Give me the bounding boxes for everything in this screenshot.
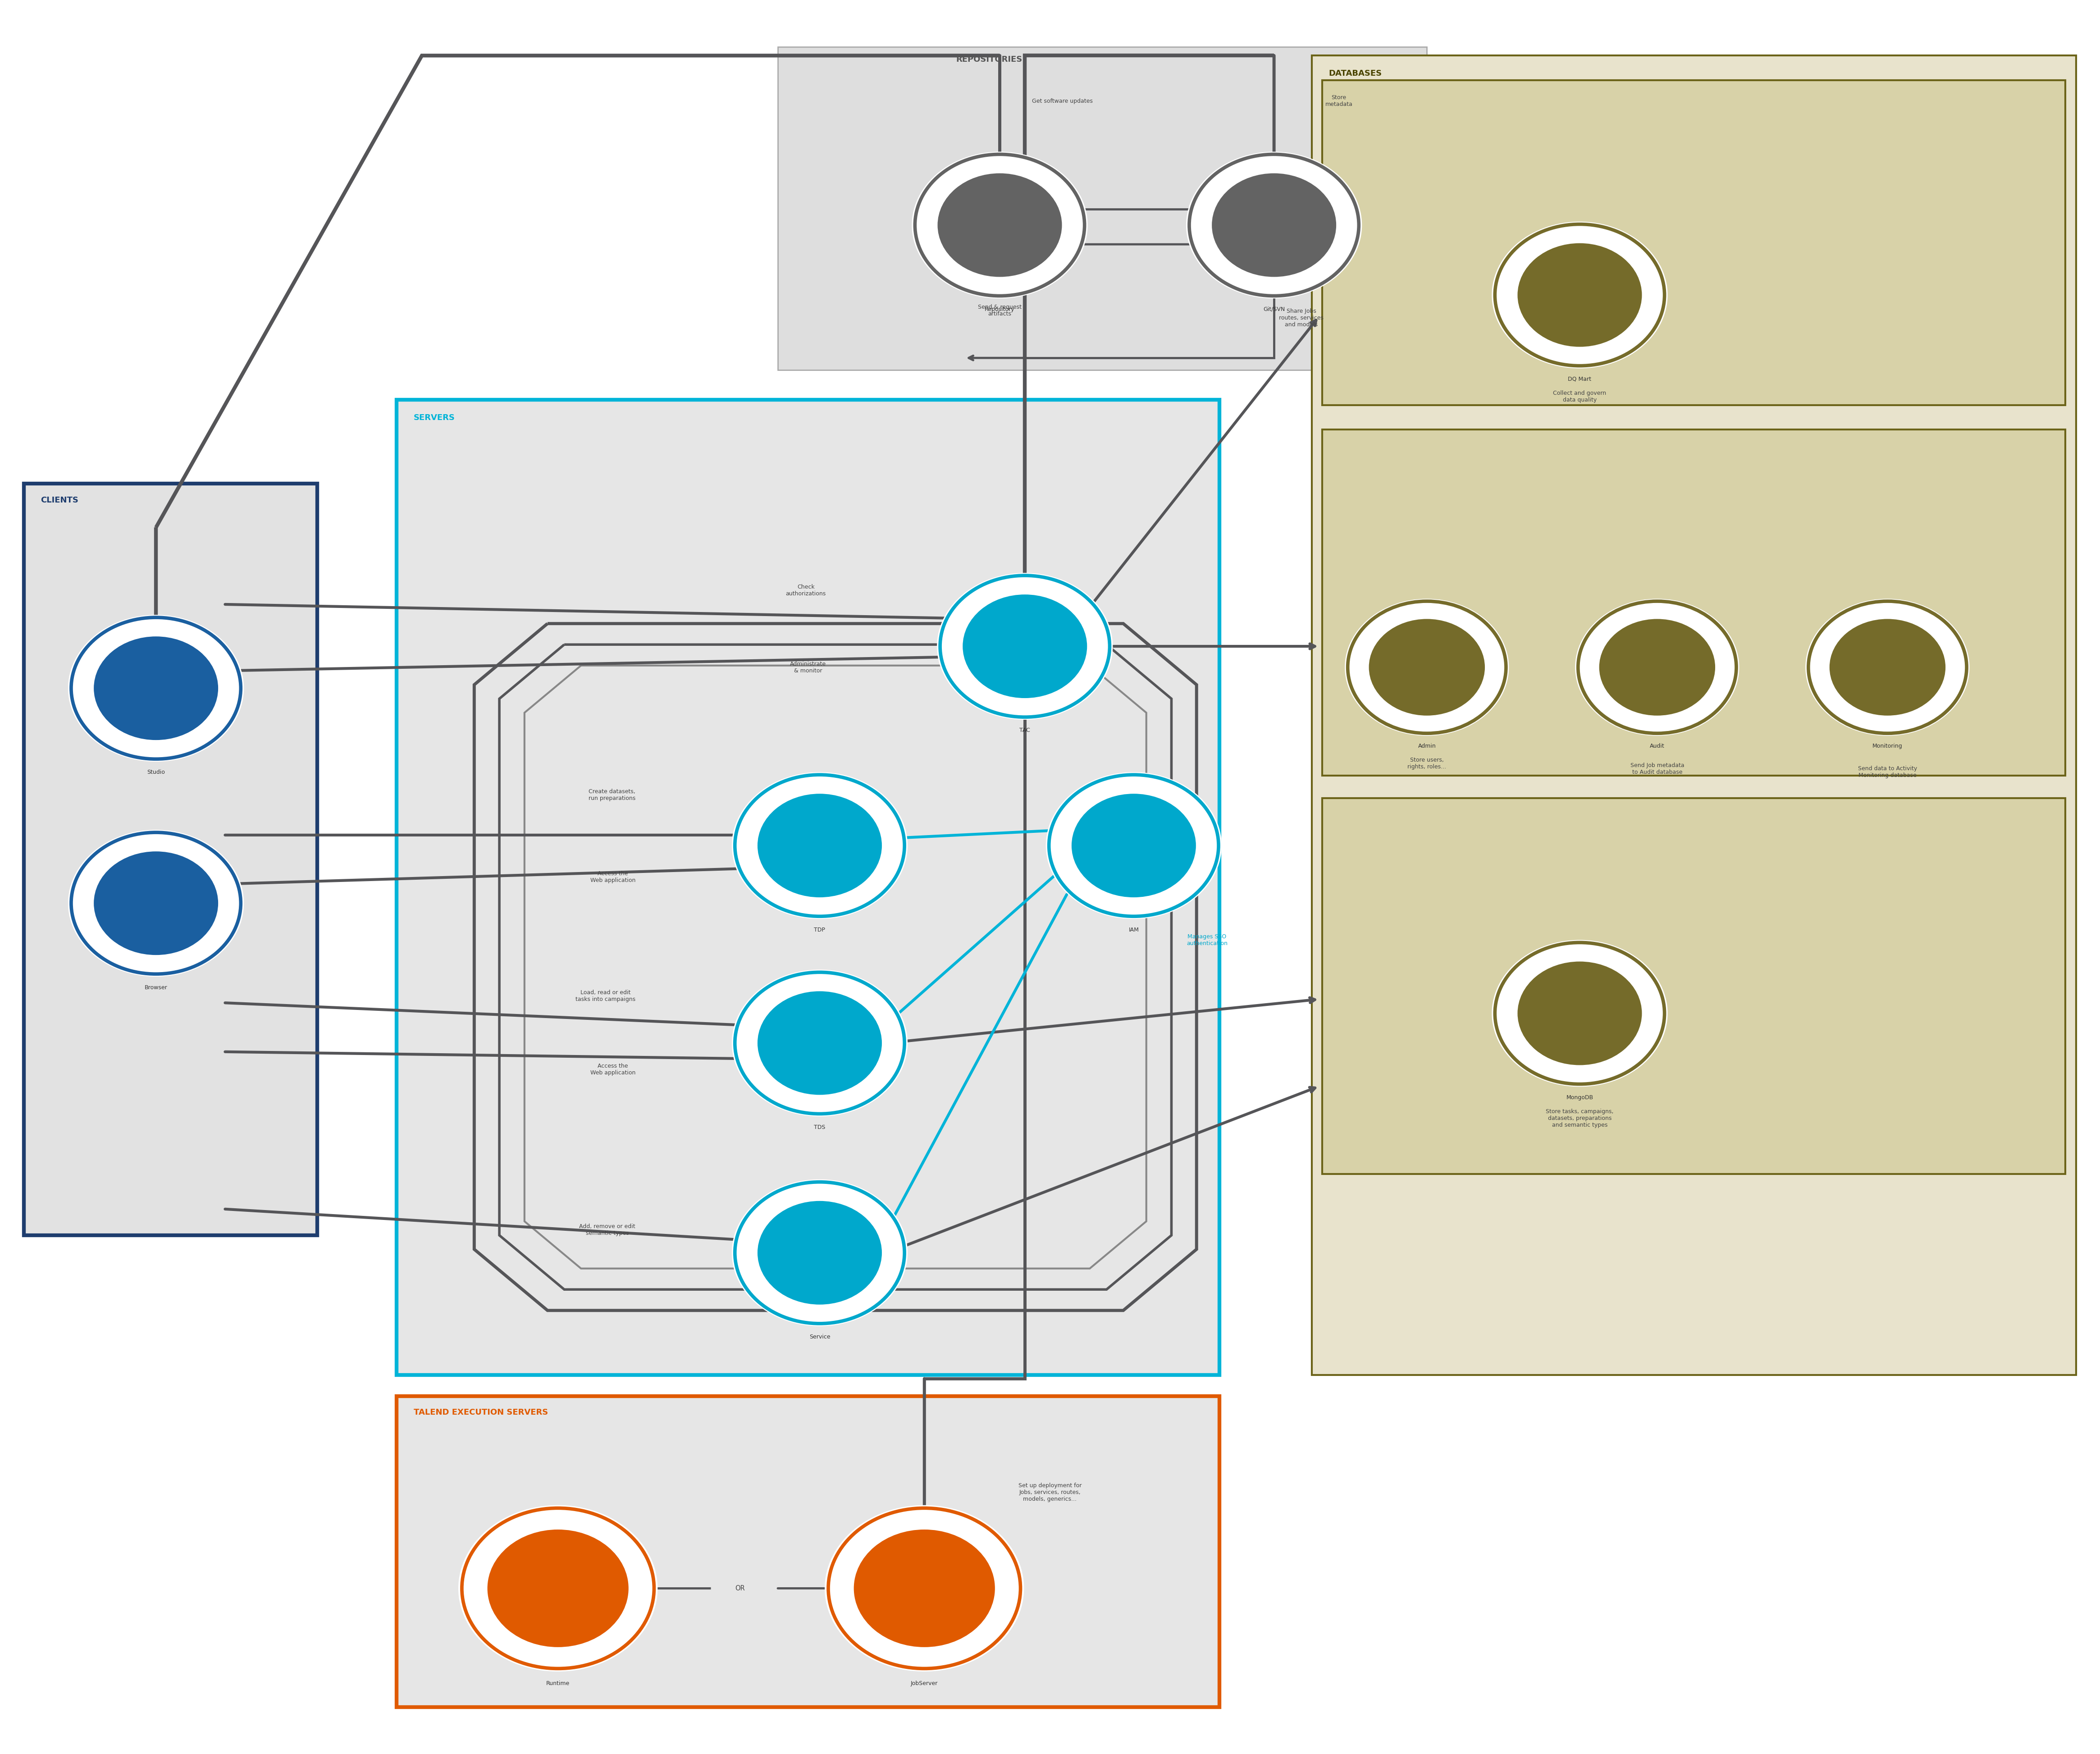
Text: DATABASES: DATABASES: [1329, 70, 1382, 77]
Circle shape: [825, 1505, 1025, 1672]
Circle shape: [1495, 225, 1665, 367]
Text: Share Jobs
routes, services
and models: Share Jobs routes, services and models: [1279, 309, 1323, 328]
Text: Set up deployment for
Jobs, services, routes,
models, generics...: Set up deployment for Jobs, services, ro…: [1018, 1482, 1082, 1501]
Circle shape: [1491, 221, 1667, 368]
Circle shape: [937, 574, 1113, 719]
Circle shape: [916, 154, 1084, 296]
Bar: [1312, 56, 2077, 1375]
Bar: [23, 484, 317, 1235]
Text: Admin: Admin: [1418, 744, 1436, 749]
Text: Browser: Browser: [145, 984, 168, 991]
Circle shape: [1046, 772, 1222, 919]
Circle shape: [1577, 602, 1737, 733]
Text: Access the
Web application: Access the Web application: [590, 870, 636, 884]
Text: Manages SSO
authentication: Manages SSO authentication: [1186, 933, 1228, 945]
Text: Create datasets,
run preparations: Create datasets, run preparations: [588, 789, 636, 802]
Text: Access the
Web application: Access the Web application: [590, 1063, 636, 1075]
Text: Service: Service: [809, 1335, 830, 1340]
Circle shape: [735, 1182, 905, 1324]
Circle shape: [67, 616, 244, 761]
Circle shape: [735, 972, 905, 1114]
Circle shape: [1348, 602, 1506, 733]
Text: Send & request
artifacts: Send & request artifacts: [979, 305, 1021, 317]
Circle shape: [1212, 172, 1338, 277]
Circle shape: [941, 575, 1109, 717]
Text: Monitoring: Monitoring: [1873, 744, 1903, 749]
Circle shape: [1495, 942, 1665, 1084]
Text: TALEND EXECUTION SERVERS: TALEND EXECUTION SERVERS: [414, 1408, 548, 1417]
Text: TAC: TAC: [1018, 728, 1031, 733]
Circle shape: [92, 851, 218, 956]
Circle shape: [1344, 598, 1510, 735]
Text: Send data to Activity
Monitoring database: Send data to Activity Monitoring databas…: [1859, 766, 1917, 779]
Circle shape: [458, 1505, 657, 1672]
Circle shape: [1516, 242, 1642, 347]
Text: Repository: Repository: [985, 307, 1014, 312]
Text: Runtime: Runtime: [546, 1680, 569, 1686]
Circle shape: [487, 1529, 630, 1647]
Circle shape: [92, 635, 218, 740]
Circle shape: [1050, 775, 1218, 916]
Circle shape: [1189, 154, 1359, 296]
Circle shape: [756, 793, 882, 898]
Text: Check
authorizations: Check authorizations: [785, 584, 825, 596]
Circle shape: [1491, 940, 1667, 1087]
Circle shape: [1575, 598, 1739, 735]
Text: SERVERS: SERVERS: [414, 414, 456, 423]
Text: Audit: Audit: [1651, 744, 1665, 749]
Text: Administrate
& monitor: Administrate & monitor: [790, 661, 825, 674]
Circle shape: [1806, 598, 1970, 735]
Text: Studio: Studio: [147, 770, 166, 775]
Circle shape: [731, 772, 907, 919]
Text: JobServer: JobServer: [911, 1680, 939, 1686]
Circle shape: [462, 1508, 653, 1668]
Text: CLIENTS: CLIENTS: [40, 496, 78, 503]
Circle shape: [1071, 793, 1197, 898]
Circle shape: [1598, 619, 1716, 716]
Bar: [1323, 798, 2066, 1173]
Text: Git/SVN: Git/SVN: [1264, 307, 1285, 312]
Text: Store
metadata: Store metadata: [1325, 95, 1352, 107]
Circle shape: [1186, 151, 1363, 298]
Text: TDP: TDP: [815, 926, 825, 933]
Text: IAM: IAM: [1128, 926, 1138, 933]
Circle shape: [853, 1529, 995, 1647]
Circle shape: [731, 970, 907, 1117]
Bar: [1323, 81, 2066, 405]
Circle shape: [731, 1179, 907, 1326]
Text: Store users,
rights, roles...: Store users, rights, roles...: [1407, 758, 1447, 770]
Text: REPOSITORIES: REPOSITORIES: [956, 56, 1023, 63]
Circle shape: [1516, 961, 1642, 1066]
Bar: [397, 400, 1220, 1375]
Circle shape: [735, 775, 905, 916]
Circle shape: [827, 1508, 1021, 1668]
Circle shape: [71, 617, 242, 759]
Circle shape: [962, 595, 1088, 698]
Circle shape: [756, 1200, 882, 1305]
Circle shape: [1808, 602, 1966, 733]
Bar: [397, 1396, 1220, 1707]
Text: Send Job metadata
to Audit database: Send Job metadata to Audit database: [1630, 763, 1684, 775]
Text: Get software updates: Get software updates: [1033, 98, 1092, 103]
Text: TDS: TDS: [815, 1124, 825, 1130]
Text: MongoDB: MongoDB: [1567, 1094, 1594, 1100]
Circle shape: [1829, 619, 1947, 716]
Text: Add, remove or edit
semantic types: Add, remove or edit semantic types: [580, 1224, 636, 1237]
Bar: [1323, 430, 2066, 775]
Text: Collect and govern
data quality: Collect and govern data quality: [1554, 389, 1606, 403]
Text: DQ Mart: DQ Mart: [1569, 377, 1592, 382]
Circle shape: [1369, 619, 1485, 716]
Text: Store tasks, campaigns,
datasets, preparations
and semantic types: Store tasks, campaigns, datasets, prepar…: [1546, 1109, 1613, 1128]
Circle shape: [71, 833, 242, 973]
Text: Load, read or edit
tasks into campaigns: Load, read or edit tasks into campaigns: [575, 989, 636, 1002]
Circle shape: [67, 830, 244, 977]
Bar: [777, 47, 1426, 370]
Text: OR: OR: [735, 1586, 746, 1591]
Circle shape: [756, 991, 882, 1096]
Circle shape: [937, 172, 1063, 277]
Circle shape: [911, 151, 1088, 298]
